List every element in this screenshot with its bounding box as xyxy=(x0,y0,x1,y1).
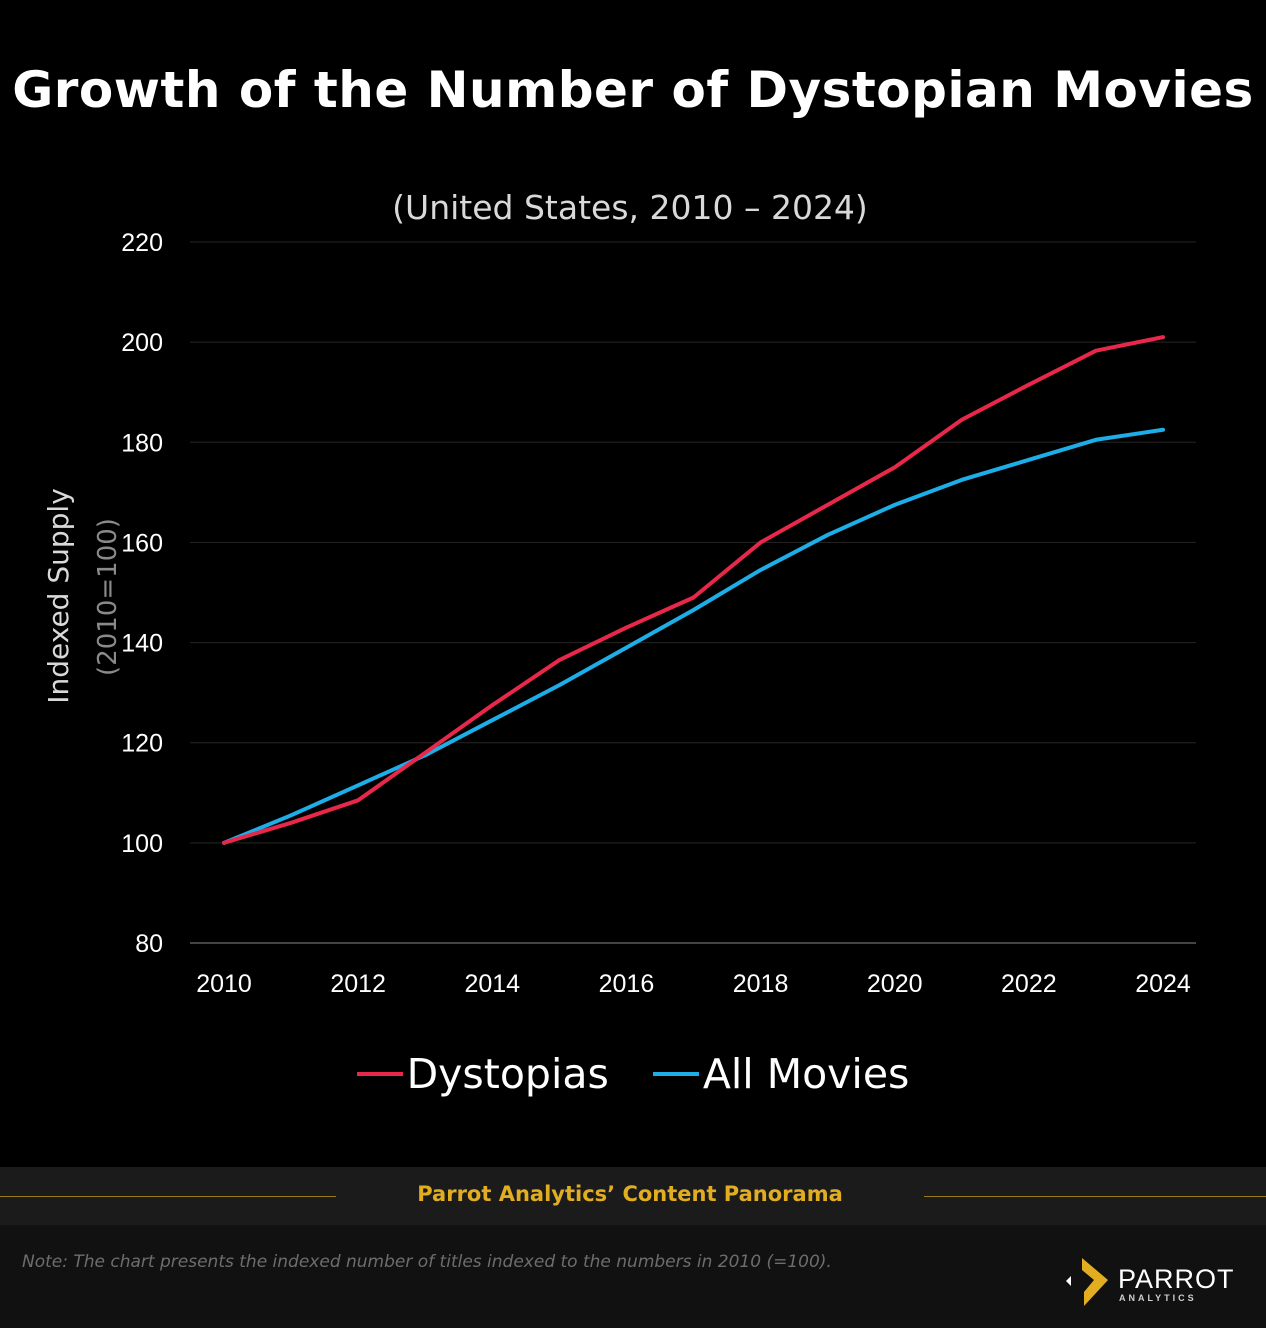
y-tick-label: 80 xyxy=(135,930,163,958)
x-tick-label: 2016 xyxy=(599,970,655,998)
footer-rule-left xyxy=(0,1196,336,1197)
legend-label: All Movies xyxy=(702,1050,910,1098)
y-tick-label: 120 xyxy=(121,730,163,758)
bottom-bar xyxy=(0,1225,1266,1328)
legend: Dystopias All Movies xyxy=(0,1050,1266,1098)
x-tick-label: 2012 xyxy=(330,970,386,998)
x-tick-label: 2020 xyxy=(867,970,923,998)
y-axis-label: Indexed Supply xyxy=(42,488,75,704)
footer-source: Parrot Analytics’ Content Panorama xyxy=(417,1182,843,1206)
footer-rule-right xyxy=(924,1196,1266,1197)
y-tick-label: 200 xyxy=(121,329,163,357)
footnote: Note: The chart presents the indexed num… xyxy=(22,1252,832,1272)
chart-subtitle: (United States, 2010 – 2024) xyxy=(392,188,868,227)
x-tick-label: 2010 xyxy=(196,970,252,998)
x-tick-label: 2022 xyxy=(1001,970,1057,998)
y-axis-sublabel: (2010=100) xyxy=(93,518,123,676)
logo-subtitle: ANALYTICS xyxy=(1119,1293,1197,1303)
legend-item-dystopias: Dystopias xyxy=(356,1050,609,1098)
legend-swatch xyxy=(652,1072,699,1076)
line-chart: 80 100 120 140 160 180 200 220 2010 2012 2014 2016 2… xyxy=(42,229,1196,998)
y-tick-label: 160 xyxy=(121,529,163,557)
x-tick-label: 2014 xyxy=(464,970,520,998)
legend-label: Dystopias xyxy=(406,1050,609,1098)
legend-item-all-movies: All Movies xyxy=(652,1050,910,1098)
logo-name: PARROT xyxy=(1118,1264,1235,1294)
parrot-logo-icon xyxy=(1066,1258,1108,1306)
x-tick-label: 2018 xyxy=(733,970,789,998)
legend-swatch xyxy=(356,1072,403,1076)
x-tick-label: 2024 xyxy=(1135,970,1191,998)
series-line-dystopias xyxy=(222,335,1165,845)
parrot-logo: PARROT ANALYTICS xyxy=(1062,1256,1242,1308)
y-tick-label: 140 xyxy=(121,630,163,658)
y-tick-label: 180 xyxy=(121,429,163,457)
y-tick-label: 100 xyxy=(121,830,163,858)
series-line-all-movies xyxy=(222,427,1165,845)
y-tick-label: 220 xyxy=(121,229,163,257)
chart-title: Growth of the Number of Dystopian Movies xyxy=(12,61,1254,119)
